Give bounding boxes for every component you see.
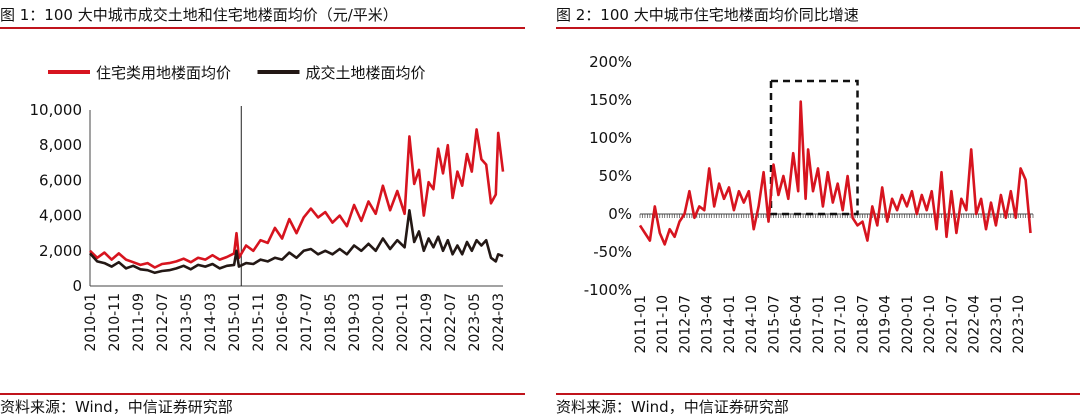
yoy-growth-line-chart: -100% -50% 0% 50% 100% 150% 200% 2011-01 2011-10… (584, 53, 1034, 354)
y-tick-label: 100% (589, 129, 632, 147)
y-tick-label: -50% (593, 243, 632, 261)
source-note: 资料来源：Wind，中信证券研究部 (556, 398, 789, 416)
title-divider (556, 27, 1080, 29)
x-tick-label: 2016-09 (275, 293, 291, 352)
x-tick-label: 2017-10 (833, 295, 849, 354)
x-tick-label: 2020-11 (395, 293, 411, 352)
x-tick-label: 2020-10 (922, 295, 938, 354)
y-tick-label: 6,000 (39, 171, 82, 189)
x-tick-label: 2014-10 (744, 295, 760, 354)
series-line-1 (638, 100, 1032, 246)
x-tick-label: 2018-05 (323, 293, 339, 352)
x-tick-label: 2011-09 (131, 293, 147, 352)
x-tick-label: 2013-04 (700, 295, 716, 354)
x-tick-label: 2016-04 (789, 295, 805, 354)
chart-panel-land-price: 图 1：100 大中城市成交土地和住宅地楼面均价（元/平米） 0 2,000 4,0… (0, 0, 525, 418)
x-tick-label: 2010-11 (107, 293, 123, 352)
x-tick-label: 2012-07 (677, 295, 693, 354)
x-tick-label: 2015-01 (227, 293, 243, 352)
legend-label: 成交土地楼面均价 (306, 64, 426, 82)
title-divider (0, 27, 525, 29)
x-tick-label: 2020-01 (900, 295, 916, 354)
y-tick-label: 10,000 (30, 101, 83, 119)
source-note: 资料来源：Wind，中信证券研究部 (0, 398, 233, 416)
y-tick-label: 0% (608, 205, 632, 223)
x-tick-label: 2013-05 (179, 293, 195, 352)
y-tick-label: 2,000 (39, 242, 82, 260)
y-tick-label: 150% (589, 91, 632, 109)
x-tick-label: 2010-01 (83, 293, 99, 352)
legend-label: 住宅类用地楼面均价 (96, 64, 231, 82)
x-tick-label: 2020-01 (371, 293, 387, 352)
land-price-line-chart: 0 2,000 4,000 6,000 8,000 10,000 2010-01 2010-1… (30, 64, 508, 352)
highlight-box (769, 79, 859, 216)
y-tick-label: 0 (72, 277, 82, 295)
x-tick-label: 2022-07 (443, 293, 459, 352)
source-divider (556, 393, 1080, 395)
x-tick-label: 2015-07 (766, 295, 782, 354)
series-line-1 (89, 128, 505, 269)
x-tick-label: 2021-07 (944, 295, 960, 354)
series-line-2 (89, 209, 504, 275)
chart-panel-yoy-growth: 图 2：100 大中城市住宅地楼面均价同比增速 -100% -50% 0% 50% 10… (556, 0, 1080, 418)
x-tick-label: 2023-05 (467, 293, 483, 352)
y-tick-label: 8,000 (39, 136, 82, 154)
x-tick-label: 2014-03 (203, 293, 219, 352)
x-tick-label: 2011-01 (633, 295, 649, 354)
x-tick-label: 2017-07 (299, 293, 315, 352)
x-tick-label: 2014-01 (722, 295, 738, 354)
x-tick-label: 2024-03 (491, 293, 507, 352)
y-tick-label: 50% (599, 167, 632, 185)
y-tick-label: -100% (584, 281, 632, 299)
x-tick-label: 2015-11 (251, 293, 267, 352)
x-tick-label: 2012-07 (155, 293, 171, 352)
x-tick-label: 2019-04 (878, 295, 894, 354)
chart-title: 图 1：100 大中城市成交土地和住宅地楼面均价（元/平米） (0, 6, 398, 24)
x-tick-label: 2021-09 (419, 293, 435, 352)
x-tick-label: 2023-01 (989, 295, 1005, 354)
y-tick-label: 4,000 (39, 207, 82, 225)
y-tick-label: 200% (589, 53, 632, 71)
source-divider (0, 393, 525, 395)
x-tick-label: 2011-10 (655, 295, 671, 354)
x-tick-label: 2019-03 (347, 293, 363, 352)
chart-title: 图 2：100 大中城市住宅地楼面均价同比增速 (556, 6, 859, 24)
x-tick-label: 2023-10 (1011, 295, 1027, 354)
x-tick-label: 2017-01 (811, 295, 827, 354)
x-tick-label: 2018-07 (855, 295, 871, 354)
x-tick-label: 2022-04 (967, 295, 983, 354)
